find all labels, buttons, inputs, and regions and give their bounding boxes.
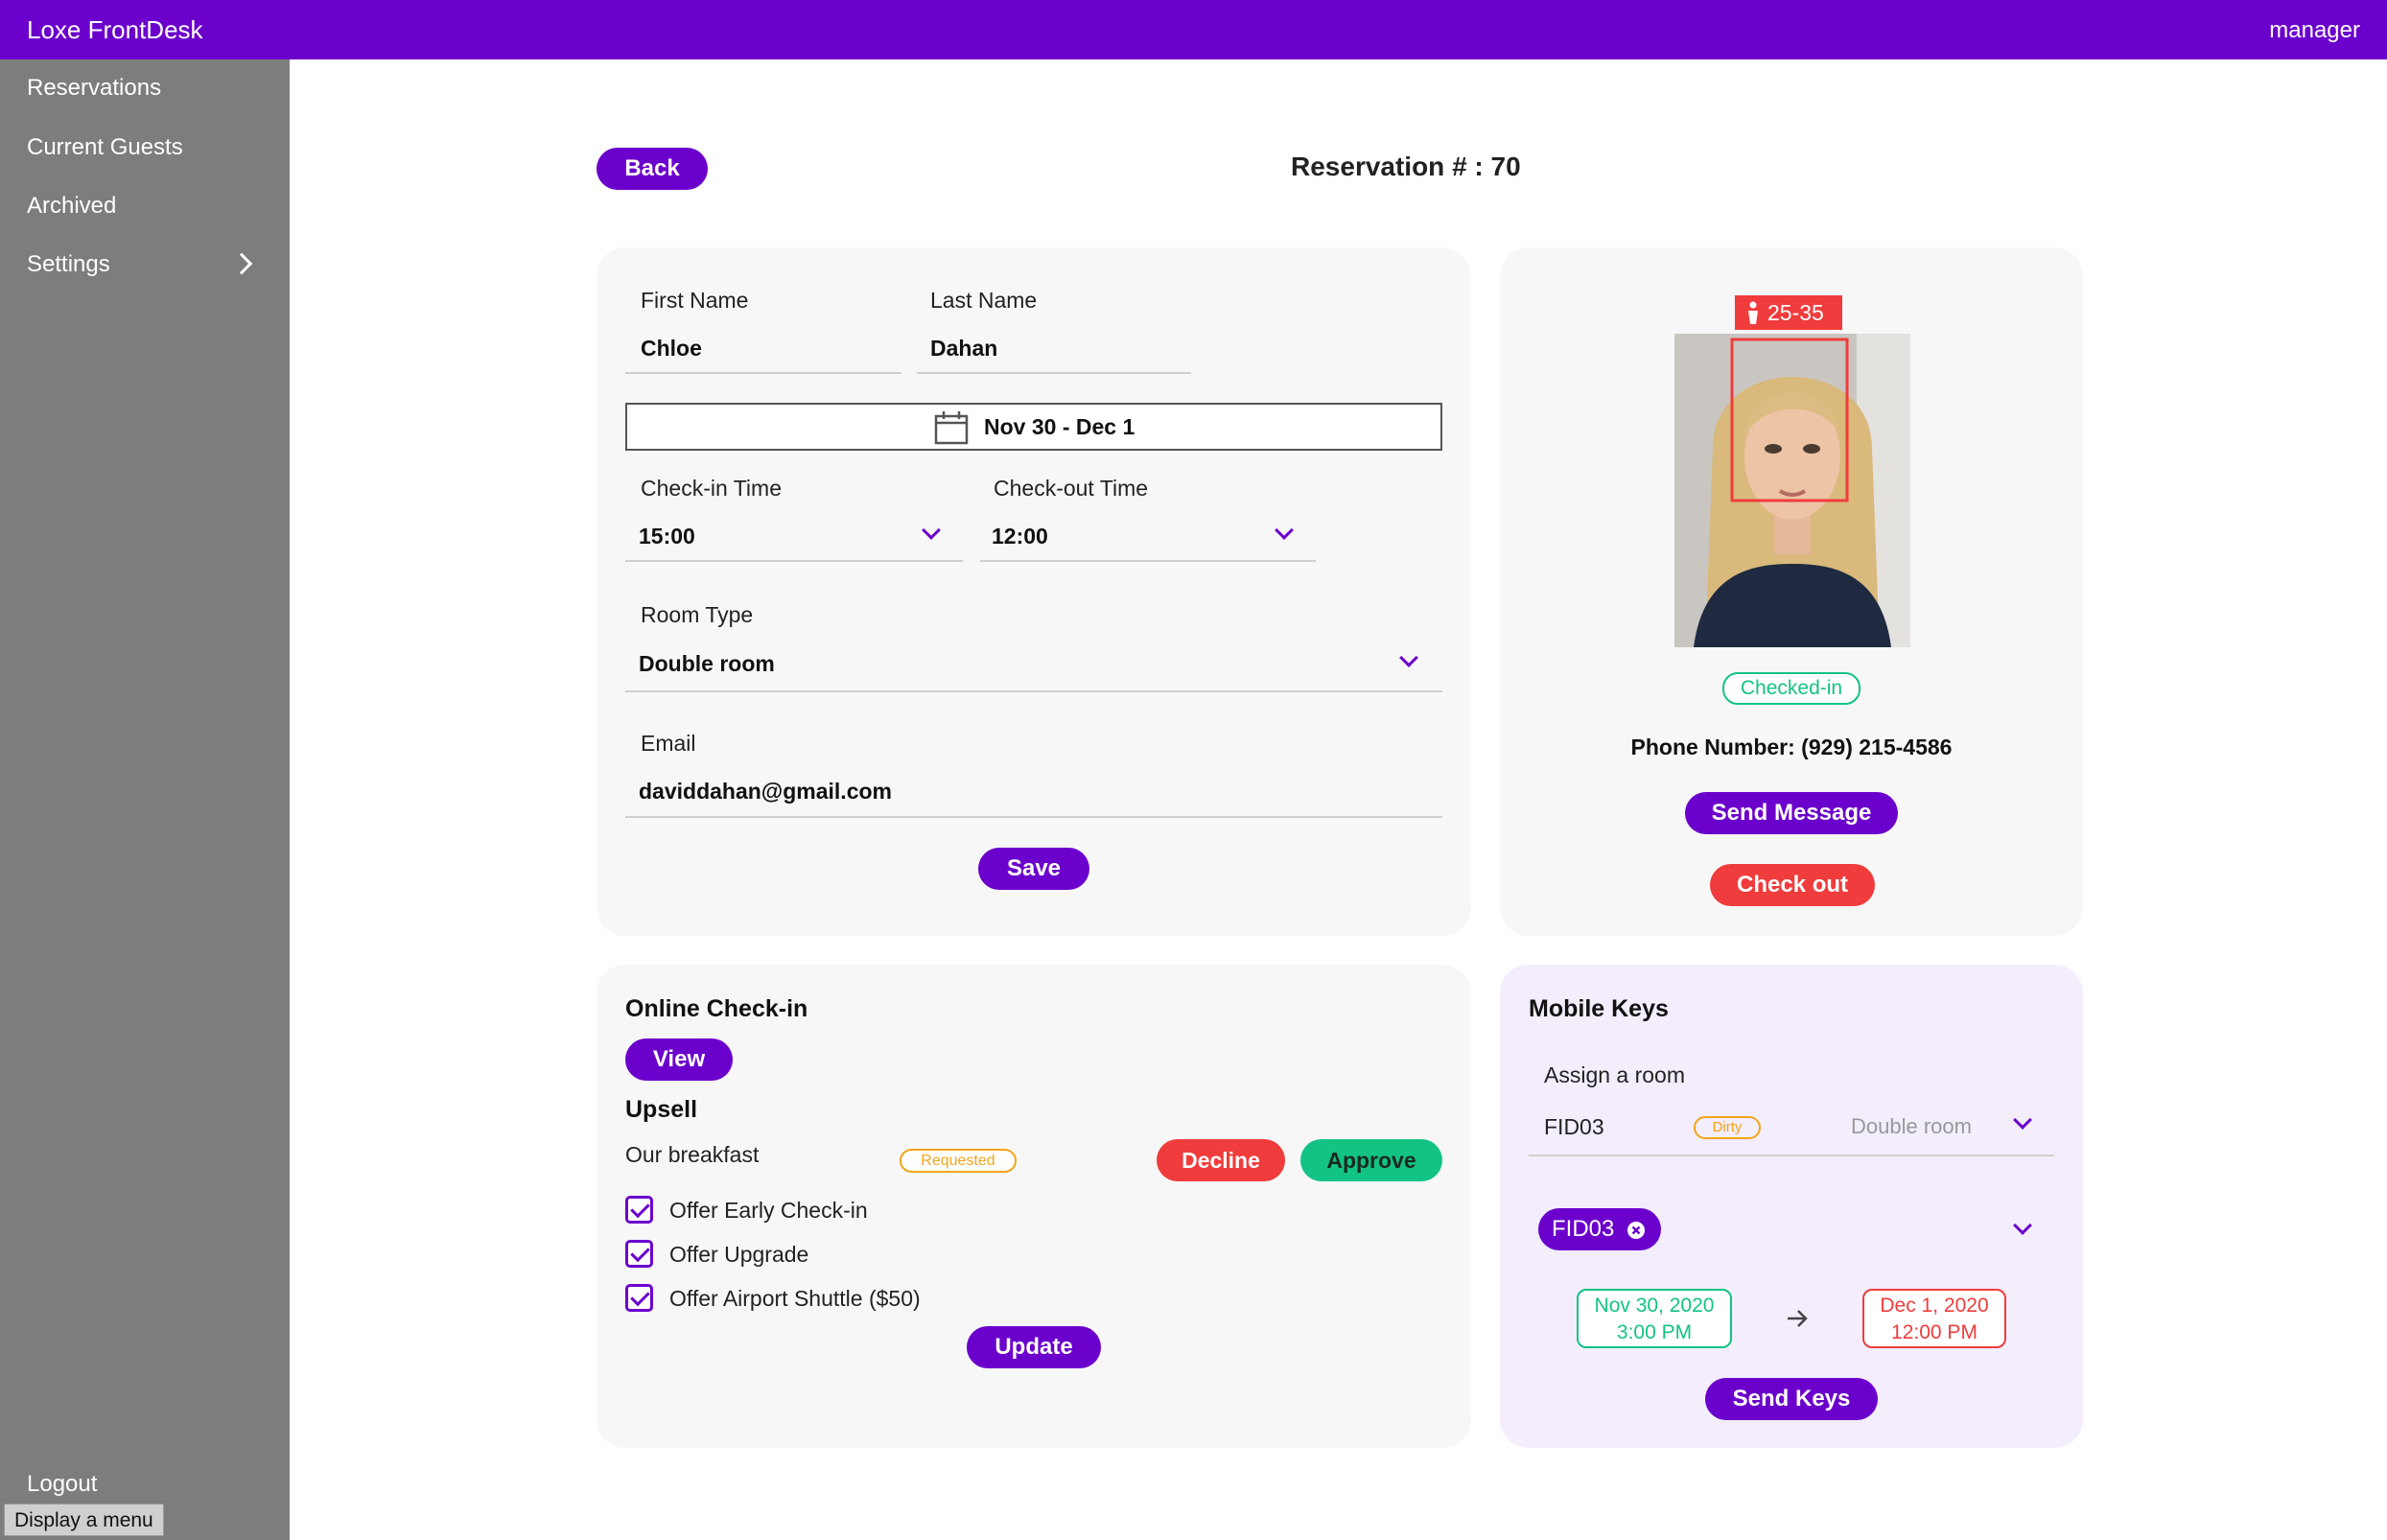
email-underline xyxy=(625,816,1442,818)
sidebar-item-reservations[interactable]: Reservations xyxy=(27,75,162,101)
last-name-underline xyxy=(917,372,1191,374)
key-end-date: Dec 1, 2020 12:00 PM xyxy=(1862,1289,2006,1348)
room-type-hint: Double room xyxy=(1851,1114,1972,1138)
key-start-date: Nov 30, 2020 3:00 PM xyxy=(1577,1289,1732,1348)
age-badge: 25-35 xyxy=(1735,295,1842,330)
offer-early-checkin-label: Offer Early Check-in xyxy=(669,1198,868,1223)
email-field[interactable]: daviddahan@gmail.com xyxy=(639,779,892,804)
mobile-keys-card xyxy=(1500,965,2083,1448)
reservation-form-card xyxy=(597,247,1471,936)
room-chip[interactable]: FID03 xyxy=(1538,1208,1661,1250)
view-button[interactable]: View xyxy=(625,1038,733,1081)
checkbox-early-checkin[interactable] xyxy=(625,1196,653,1224)
close-icon[interactable] xyxy=(1626,1221,1646,1240)
requested-badge: Requested xyxy=(900,1149,1017,1173)
checkbox-upgrade[interactable] xyxy=(625,1240,653,1268)
guest-portrait-image xyxy=(1674,334,1910,647)
email-label: Email xyxy=(641,731,696,756)
key-start-date-value: Nov 30, 2020 xyxy=(1594,1295,1715,1317)
page-title: Reservation # : 70 xyxy=(1291,152,1521,181)
checkbox-airport-shuttle[interactable] xyxy=(625,1284,653,1312)
date-range-value: Nov 30 - Dec 1 xyxy=(984,414,1135,439)
decline-button[interactable]: Decline xyxy=(1157,1139,1285,1181)
room-type-select[interactable]: Double room xyxy=(639,651,775,676)
calendar-icon xyxy=(934,411,969,445)
checkin-time-label: Check-in Time xyxy=(641,476,782,501)
user-menu[interactable]: manager xyxy=(2269,17,2360,43)
first-name-label: First Name xyxy=(641,288,749,313)
checkin-time-select[interactable]: 15:00 xyxy=(639,524,695,548)
guest-photo xyxy=(1674,334,1910,647)
person-icon xyxy=(1748,301,1758,324)
room-select[interactable]: FID03 xyxy=(1544,1114,1604,1139)
app-title[interactable]: Loxe FrontDesk xyxy=(27,15,203,44)
last-name-label: Last Name xyxy=(930,288,1038,313)
first-name-field[interactable]: Chloe xyxy=(641,336,702,361)
last-name-field[interactable]: Dahan xyxy=(930,336,998,361)
checkin-time-underline xyxy=(625,560,963,562)
phone-number: Phone Number: (929) 215-4586 xyxy=(1630,735,1953,759)
checkout-button[interactable]: Check out xyxy=(1710,864,1875,906)
send-message-button[interactable]: Send Message xyxy=(1685,792,1898,834)
logout-link[interactable]: Logout xyxy=(27,1471,98,1497)
checkout-time-select[interactable]: 12:00 xyxy=(992,524,1048,548)
send-keys-button[interactable]: Send Keys xyxy=(1705,1378,1878,1420)
room-chip-label: FID03 xyxy=(1552,1216,1615,1242)
first-name-underline xyxy=(625,372,901,374)
sidebar-item-current-guests[interactable]: Current Guests xyxy=(27,134,183,160)
sidebar: Reservations Current Guests Archived Set… xyxy=(0,59,290,1540)
checkout-time-label: Check-out Time xyxy=(994,476,1149,501)
assign-room-label: Assign a room xyxy=(1544,1062,1686,1087)
key-end-time-value: 12:00 PM xyxy=(1891,1321,1977,1343)
room-type-label: Room Type xyxy=(641,602,754,627)
sidebar-item-archived[interactable]: Archived xyxy=(27,193,117,219)
status-badge: Checked-in xyxy=(1722,672,1860,705)
room-type-underline xyxy=(625,690,1442,692)
upsell-title: Upsell xyxy=(625,1096,698,1123)
dirty-badge: Dirty xyxy=(1694,1116,1761,1139)
arrow-right-icon xyxy=(1788,1310,1808,1327)
offer-upgrade-label: Offer Upgrade xyxy=(669,1242,809,1267)
offer-airport-shuttle-label: Offer Airport Shuttle ($50) xyxy=(669,1286,921,1311)
room-select-underline xyxy=(1529,1155,2054,1156)
approve-button[interactable]: Approve xyxy=(1300,1139,1442,1181)
date-range-picker[interactable]: Nov 30 - Dec 1 xyxy=(625,403,1442,451)
checkout-time-underline xyxy=(980,560,1316,562)
key-start-time-value: 3:00 PM xyxy=(1616,1321,1693,1343)
update-button[interactable]: Update xyxy=(967,1326,1101,1368)
online-checkin-title: Online Check-in xyxy=(625,995,808,1022)
sidebar-item-label: Settings xyxy=(27,251,110,277)
tooltip: Display a menu xyxy=(4,1504,164,1536)
key-end-date-value: Dec 1, 2020 xyxy=(1880,1295,1989,1317)
mobile-keys-title: Mobile Keys xyxy=(1529,995,1669,1022)
upsell-item: Our breakfast xyxy=(625,1142,760,1167)
age-range: 25-35 xyxy=(1767,300,1824,325)
back-button[interactable]: Back xyxy=(597,148,708,190)
sidebar-item-settings[interactable]: Settings xyxy=(27,251,267,278)
top-bar: Loxe FrontDesk manager xyxy=(0,0,2387,59)
save-button[interactable]: Save xyxy=(978,848,1089,890)
